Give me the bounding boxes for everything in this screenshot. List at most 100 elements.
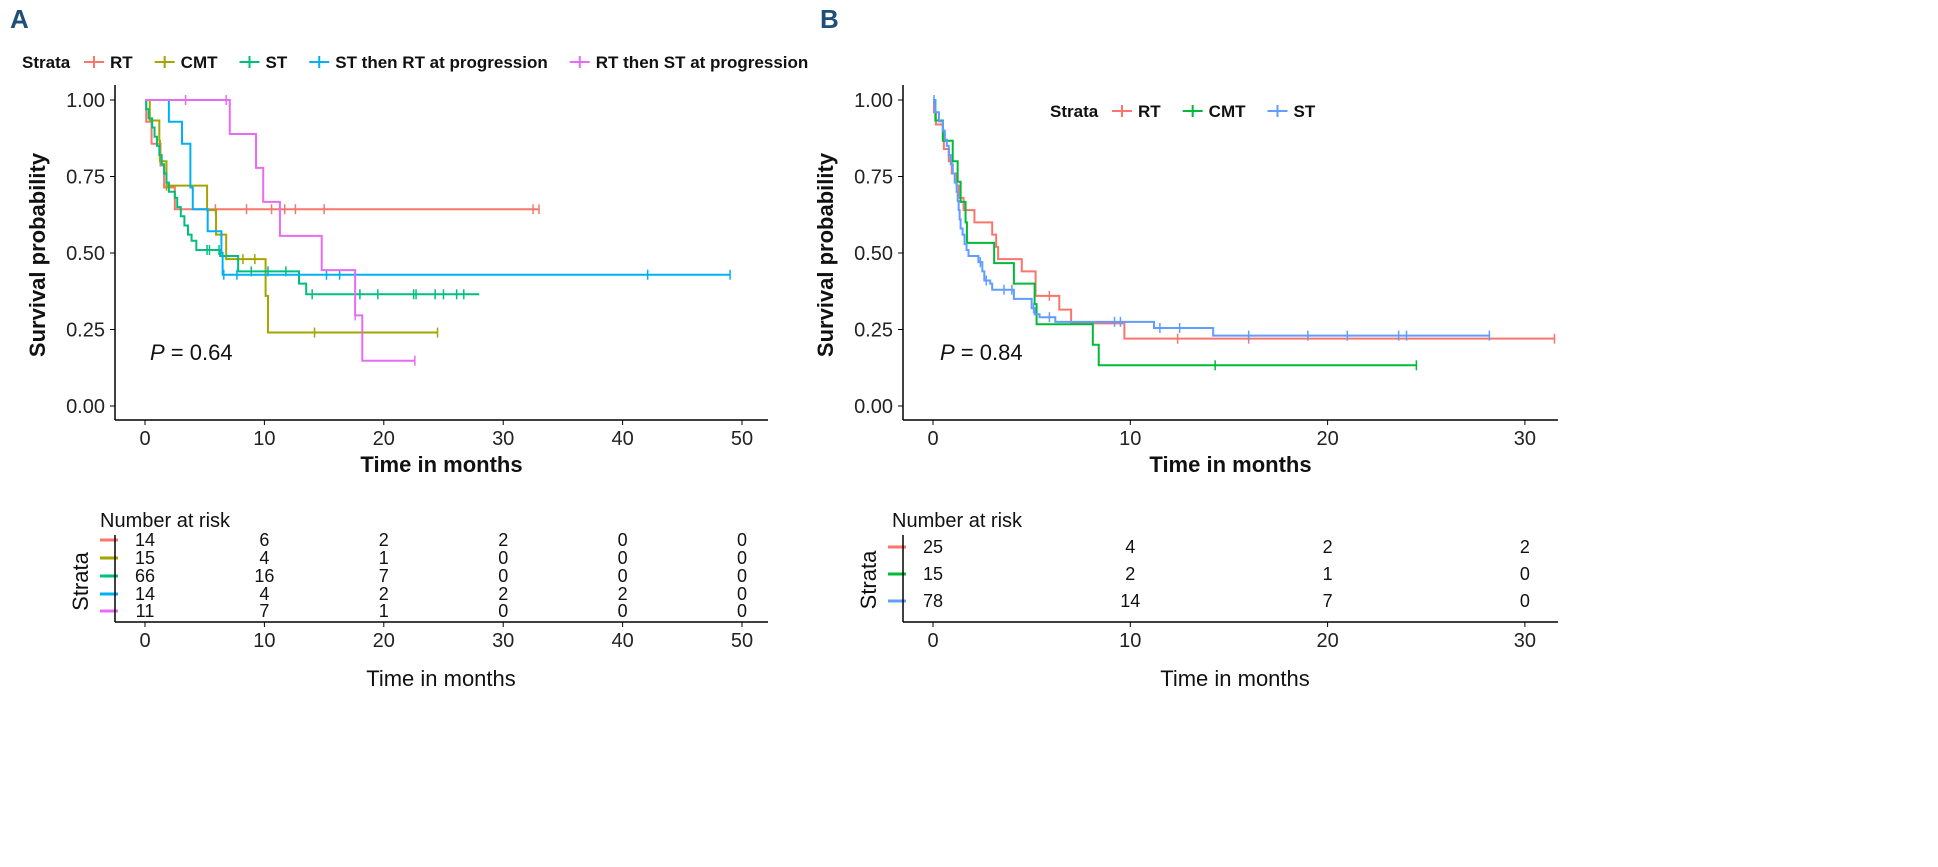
y-tick-label: 0.75 [66,167,105,189]
risk-x-tick-label: 0 [927,630,938,652]
y-tick-label: 0.25 [66,320,105,342]
risk-count: 1 [379,548,389,568]
risk-count: 66 [135,566,155,586]
risk-count: 25 [923,537,943,557]
x-tick-label: 30 [492,428,514,450]
risk-count: 2 [1125,564,1135,584]
legend-item: RT then ST at progression [596,53,809,72]
y-axis-title: Survival probability [25,152,50,357]
survival-curve-rt [145,99,540,211]
y-axis-title: Survival probability [813,152,838,357]
risk-count: 1 [1323,564,1333,584]
risk-x-axis-title: Time in months [1160,666,1310,691]
risk-x-tick-label: 30 [492,630,514,652]
risk-count: 2 [1323,537,1333,557]
risk-count: 0 [737,584,747,604]
p-value-text: = 0.64 [165,340,233,365]
y-tick-label: 1.00 [66,90,105,112]
x-tick-label: 0 [139,428,150,450]
p-value-prefix: P [940,340,955,365]
risk-count: 2 [379,530,389,550]
panel-label: B [820,4,839,34]
risk-x-axis-title: Time in months [366,666,516,691]
risk-table-title: Number at risk [100,510,231,532]
x-tick-label: 10 [1119,428,1141,450]
risk-count: 0 [618,566,628,586]
risk-table-ylabel: Strata [856,550,881,609]
panel-label: A [10,4,29,34]
risk-count: 7 [259,601,269,621]
risk-count: 0 [498,566,508,586]
survival-curve-st [933,99,1490,337]
risk-x-tick-label: 40 [611,630,633,652]
survival-curve-st-then-rt-at-progression [145,99,731,276]
y-tick-label: 0.00 [66,396,105,418]
risk-count: 1 [379,601,389,621]
risk-count: 16 [254,566,274,586]
y-tick-label: 0.50 [66,243,105,265]
risk-count: 14 [1120,591,1140,611]
risk-x-tick-label: 30 [1514,630,1536,652]
risk-count: 0 [737,566,747,586]
risk-count: 14 [135,584,155,604]
p-value: P = 0.84 [940,340,1023,365]
risk-count: 2 [1520,537,1530,557]
risk-count: 4 [1125,537,1135,557]
risk-count: 7 [379,566,389,586]
risk-count: 0 [1520,591,1530,611]
x-tick-label: 20 [373,428,395,450]
y-tick-label: 0.75 [854,167,893,189]
risk-x-tick-label: 20 [373,630,395,652]
survival-curve-st [145,99,480,296]
x-tick-label: 10 [253,428,275,450]
risk-count: 15 [135,548,155,568]
risk-x-tick-label: 0 [139,630,150,652]
risk-count: 2 [498,584,508,604]
risk-count: 2 [618,584,628,604]
y-tick-label: 0.50 [854,243,893,265]
legend-item: RT [1138,102,1161,121]
x-tick-label: 0 [927,428,938,450]
x-tick-label: 20 [1316,428,1338,450]
y-tick-label: 1.00 [854,90,893,112]
risk-count: 78 [923,591,943,611]
risk-count: 6 [259,530,269,550]
legend-title: Strata [1050,102,1099,121]
risk-count: 0 [498,548,508,568]
risk-count: 15 [923,564,943,584]
risk-count: 0 [618,530,628,550]
legend-item: ST then RT at progression [335,53,548,72]
risk-x-tick-label: 10 [1119,630,1141,652]
risk-count: 0 [1520,564,1530,584]
risk-count: 7 [1323,591,1333,611]
p-value-text: = 0.84 [955,340,1023,365]
risk-x-tick-label: 10 [253,630,275,652]
x-tick-label: 50 [731,428,753,450]
survival-curve-cmt [933,99,1417,367]
risk-count: 0 [737,601,747,621]
risk-x-tick-label: 50 [731,630,753,652]
y-tick-label: 0.25 [854,320,893,342]
risk-count: 0 [618,601,628,621]
legend-title: Strata [22,53,71,72]
x-axis-title: Time in months [1149,452,1311,477]
risk-table-title: Number at risk [892,510,1023,532]
risk-count: 0 [737,530,747,550]
risk-count: 2 [379,584,389,604]
risk-count: 11 [136,601,155,621]
p-value: P = 0.64 [150,340,233,365]
risk-count: 14 [135,530,155,550]
legend-item: ST [1294,102,1316,121]
risk-count: 0 [618,548,628,568]
risk-count: 4 [259,548,269,568]
legend-item: RT [110,53,133,72]
y-tick-label: 0.00 [854,396,893,418]
risk-x-tick-label: 20 [1316,630,1338,652]
x-tick-label: 40 [611,428,633,450]
x-axis-title: Time in months [360,452,522,477]
risk-count: 0 [737,548,747,568]
x-tick-label: 30 [1514,428,1536,450]
